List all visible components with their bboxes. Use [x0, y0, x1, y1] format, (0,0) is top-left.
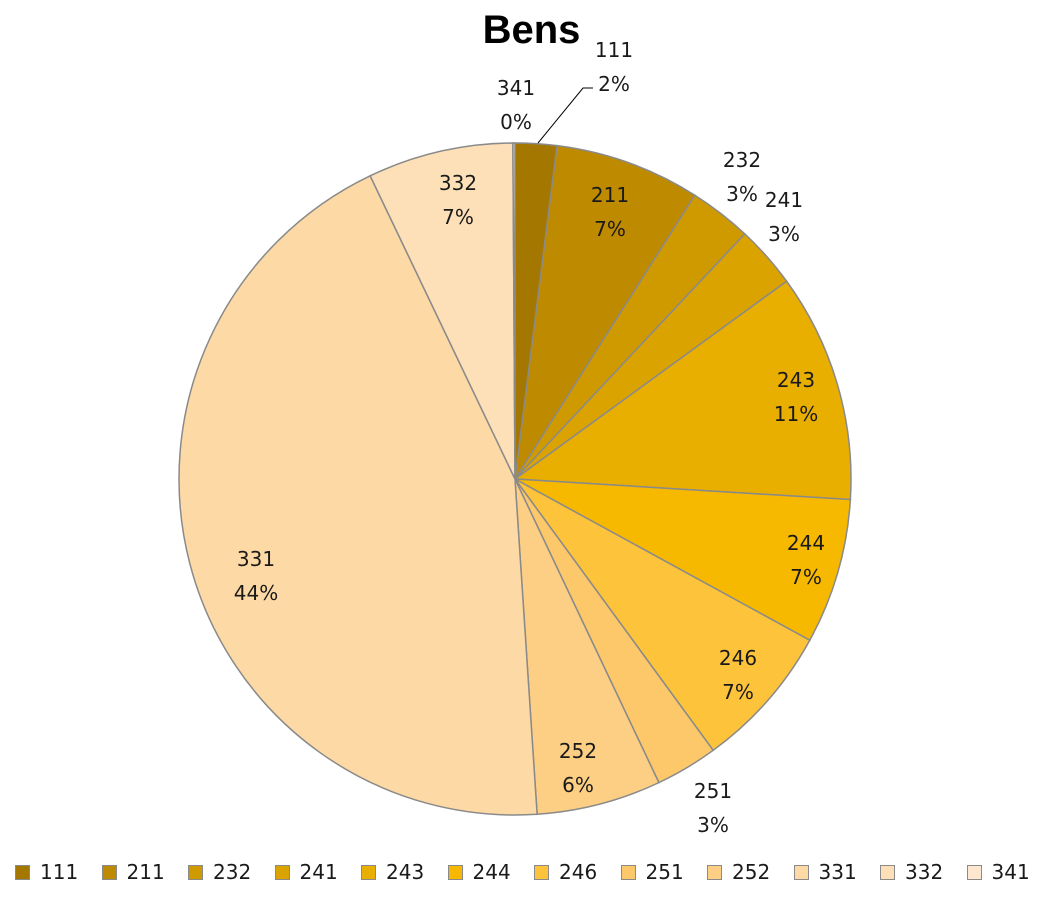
data-label-252: 252 6% — [559, 739, 597, 797]
data-label-243: 243 11% — [774, 368, 818, 426]
legend-label: 331 — [818, 860, 857, 884]
legend-swatch — [15, 864, 30, 880]
legend-item-331: 331 — [793, 858, 857, 886]
legend-swatch — [188, 864, 203, 880]
legend-label: 341 — [991, 860, 1030, 884]
legend-item-243: 243 — [361, 858, 424, 886]
data-label-111: 111 2% — [595, 38, 633, 96]
data-label-331: 331 44% — [234, 547, 278, 605]
pie-slice-211 — [514, 144, 696, 480]
legend-swatch — [101, 864, 117, 880]
data-label-332: 332 7% — [439, 171, 477, 229]
data-label-246: 246 7% — [719, 646, 757, 704]
legend-swatch — [793, 864, 809, 880]
legend-item-251: 251 — [620, 858, 684, 886]
legend-label: 211 — [126, 860, 165, 884]
legend-label: 243 — [386, 860, 425, 884]
pie-slice-331 — [178, 174, 538, 816]
legend-swatch — [534, 864, 549, 880]
legend-item-111: 111 — [15, 858, 78, 886]
legend-item-244: 244 — [447, 858, 511, 886]
legend-item-332: 332 — [880, 858, 943, 886]
pie-chart: 111 2% 211 7% 232 3% 241 3% 243 11% 244 7% 246 7% 251 3… — [178, 38, 852, 837]
legend-swatch — [361, 864, 376, 880]
legend-label: 252 — [732, 860, 771, 884]
legend-swatch — [447, 864, 463, 880]
pie-slice-341 — [512, 142, 516, 480]
legend: 111 211 232 241 243 244 246 251 252 331 332 341 — [0, 858, 1063, 894]
legend-label: 251 — [645, 860, 684, 884]
data-label-251: 251 3% — [694, 779, 732, 837]
legend-swatch — [966, 864, 982, 880]
legend-swatch — [274, 864, 290, 880]
data-label-211: 211 7% — [591, 183, 629, 241]
pie-slice-243 — [512, 280, 852, 501]
legend-item-211: 211 — [101, 858, 165, 886]
legend-label: 244 — [472, 860, 511, 884]
pie-slice-244 — [514, 478, 852, 642]
legend-item-252: 252 — [707, 858, 770, 886]
legend-item-232: 232 — [188, 858, 251, 886]
legend-item-246: 246 — [534, 858, 597, 886]
legend-label: 241 — [299, 860, 338, 884]
legend-swatch — [620, 864, 636, 880]
pie-slice-246 — [514, 478, 811, 752]
legend-swatch — [707, 864, 722, 880]
data-label-232: 232 3% — [723, 148, 761, 206]
leader-line-111 — [537, 87, 593, 144]
legend-label: 332 — [905, 860, 944, 884]
legend-item-241: 241 — [274, 858, 338, 886]
legend-label: 111 — [40, 860, 79, 884]
legend-item-341: 341 — [966, 858, 1030, 886]
chart-title: Bens — [482, 8, 581, 52]
pie-slice-332 — [369, 142, 516, 480]
legend-swatch — [880, 864, 895, 880]
pie-slice-252 — [514, 478, 660, 816]
legend-label: 232 — [213, 860, 252, 884]
data-label-244: 244 7% — [787, 531, 825, 589]
legend-label: 246 — [559, 860, 598, 884]
data-label-341: 341 0% — [497, 76, 535, 134]
data-label-241: 241 3% — [765, 188, 803, 246]
